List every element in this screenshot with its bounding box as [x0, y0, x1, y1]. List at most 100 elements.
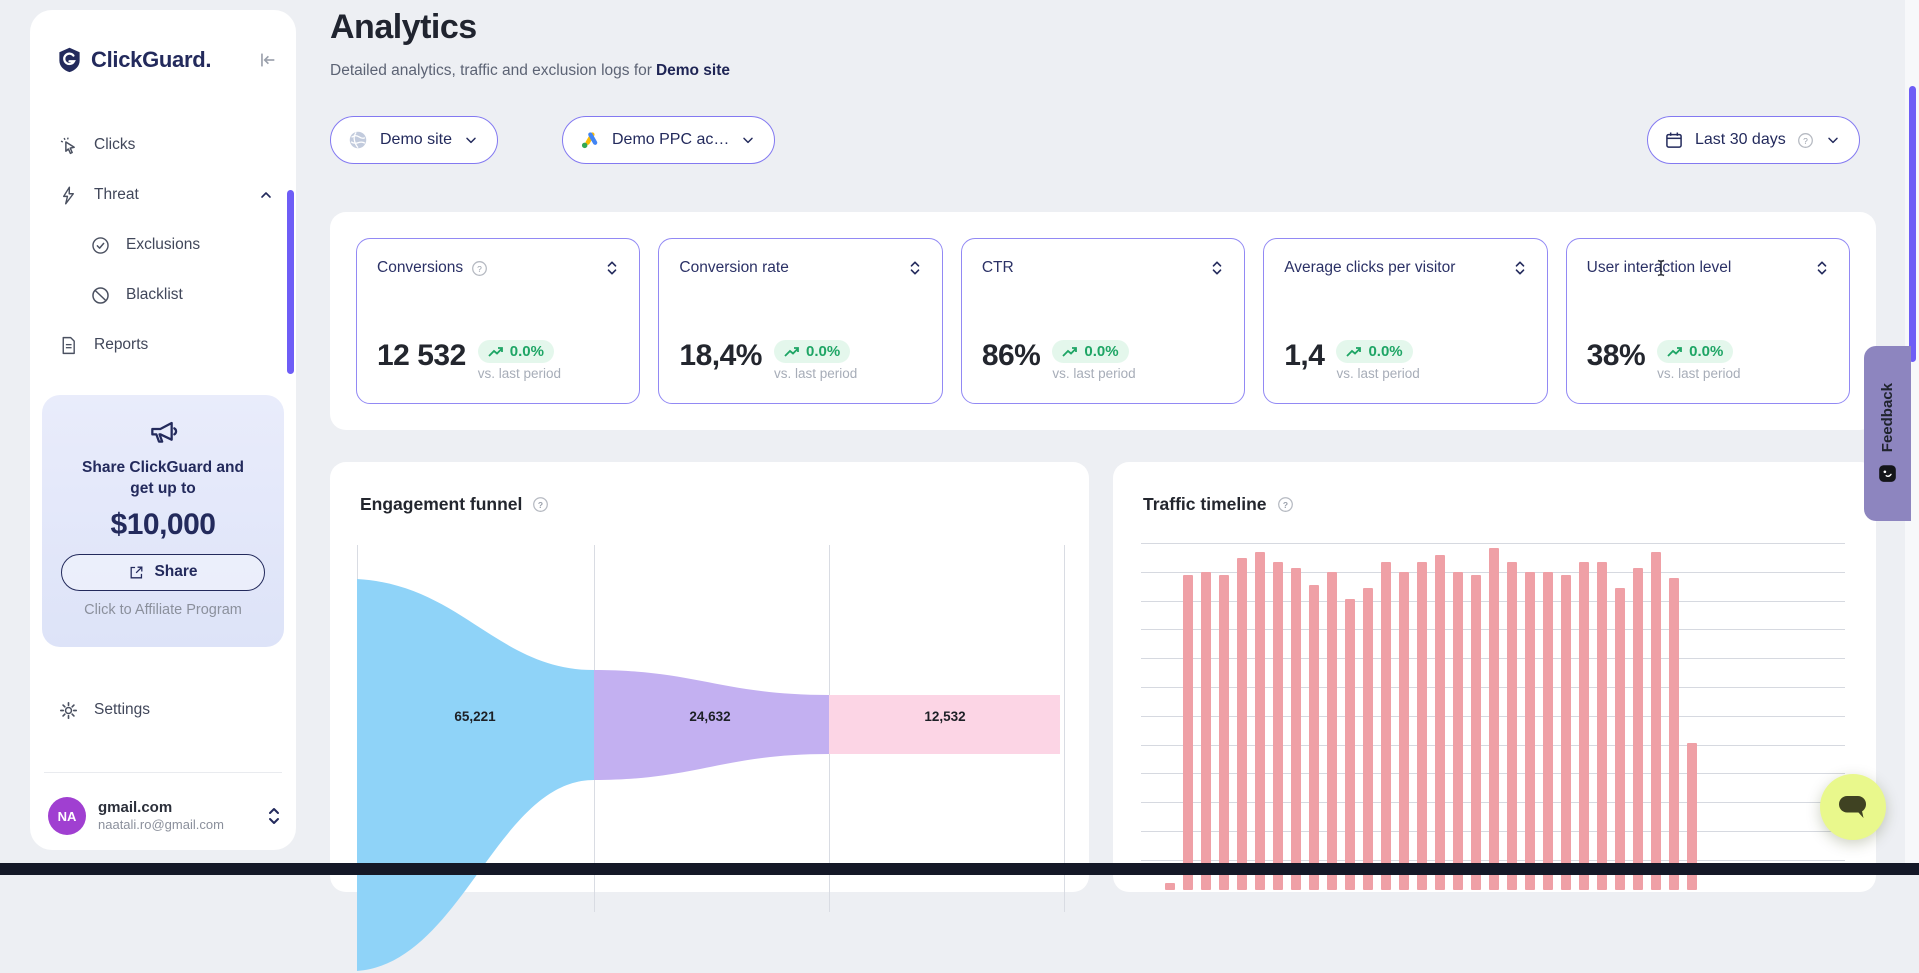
- feedback-tab[interactable]: Feedback: [1864, 346, 1911, 521]
- timeline-bar: [1453, 572, 1463, 890]
- timeline-bar: [1417, 562, 1427, 890]
- megaphone-icon: [147, 415, 179, 447]
- promo-text-line1: Share ClickGuard and: [42, 458, 284, 479]
- funnel-stage-visitors[interactable]: [357, 579, 594, 971]
- sort-icon[interactable]: [1815, 259, 1829, 277]
- timeline-bar: [1597, 562, 1607, 890]
- feedback-smiley-icon: [1877, 463, 1898, 484]
- funnel-value-3: 12,532: [890, 709, 1000, 724]
- timeline-bar: [1615, 588, 1625, 890]
- stat-label: Conversion rate: [679, 259, 788, 277]
- affiliate-promo-card[interactable]: Share ClickGuard and get up to $10,000 S…: [42, 395, 284, 647]
- timeline-bar: [1669, 578, 1679, 890]
- stat-card-ctr: CTR 86% 0.0% vs. last period: [961, 238, 1245, 404]
- account-switcher[interactable]: NA gmail.com naatali.ro@gmail.com: [48, 788, 282, 844]
- page-title: Analytics: [330, 8, 477, 47]
- stat-caption: vs. last period: [1052, 366, 1135, 381]
- external-link-icon: [128, 564, 145, 581]
- timeline-bar: [1219, 575, 1229, 890]
- timeline-bar: [1543, 572, 1553, 890]
- funnel-title: Engagement funnel: [360, 494, 522, 515]
- page-subtitle: Detailed analytics, traffic and exclusio…: [330, 62, 730, 80]
- funnel-stage-engaged[interactable]: [594, 670, 829, 780]
- sidebar-item-label: Clicks: [94, 136, 135, 154]
- chat-bubble-icon: [1836, 792, 1870, 822]
- stat-value: 38%: [1587, 340, 1646, 372]
- sort-icon[interactable]: [1210, 259, 1224, 277]
- promo-text-line2: get up to: [42, 479, 284, 500]
- delta-value: 0.0%: [1084, 343, 1118, 360]
- timeline-bar: [1561, 575, 1571, 890]
- funnel-gridline: [1064, 545, 1065, 912]
- sidebar-item-label: Blacklist: [126, 286, 183, 304]
- delta-value: 0.0%: [806, 343, 840, 360]
- gear-icon: [58, 700, 79, 721]
- timeline-bar: [1381, 562, 1391, 890]
- stat-card-user-interaction: User interaction level 38% 0.0% vs. last…: [1566, 238, 1850, 404]
- help-icon[interactable]: ?: [1277, 496, 1294, 513]
- trend-up-icon: [1062, 346, 1078, 358]
- sidebar-item-exclusions[interactable]: Exclusions: [30, 220, 296, 270]
- affiliate-caption: Click to Affiliate Program: [42, 602, 284, 618]
- sidebar-item-reports[interactable]: Reports: [30, 320, 296, 370]
- subtitle-site-name: Demo site: [656, 62, 730, 79]
- sidebar-nav: Clicks Threat Exclusions Blacklist: [30, 120, 296, 370]
- sort-icon[interactable]: [908, 259, 922, 277]
- chevron-down-icon: [1825, 132, 1841, 148]
- help-icon[interactable]: ?: [532, 496, 549, 513]
- stat-value: 86%: [982, 340, 1041, 372]
- help-icon[interactable]: ?: [1797, 132, 1814, 149]
- site-selector[interactable]: Demo site: [330, 116, 498, 164]
- funnel-stage-converted[interactable]: [829, 695, 1060, 754]
- share-button-label: Share: [154, 563, 197, 581]
- timeline-bar: [1327, 572, 1337, 890]
- timeline-bar: [1579, 562, 1589, 890]
- sidebar-item-blacklist[interactable]: Blacklist: [30, 270, 296, 320]
- sort-icon[interactable]: [605, 259, 619, 277]
- sidebar: ClickGuard. Clicks Threat: [30, 10, 296, 850]
- ppc-account-selector[interactable]: Demo PPC ac…: [562, 116, 775, 164]
- settings-label: Settings: [94, 701, 150, 719]
- calendar-icon: [1664, 130, 1684, 150]
- chat-launcher-button[interactable]: [1820, 774, 1886, 840]
- funnel-value-2: 24,632: [655, 709, 765, 724]
- collapse-sidebar-icon[interactable]: [256, 49, 278, 71]
- feedback-label: Feedback: [1879, 383, 1896, 452]
- timeline-bar: [1237, 558, 1247, 890]
- site-selector-value: Demo site: [380, 131, 452, 149]
- trend-up-icon: [488, 346, 504, 358]
- delta-badge: 0.0%: [774, 340, 850, 363]
- sidebar-item-label: Exclusions: [126, 236, 200, 254]
- timeline-bar: [1309, 585, 1319, 890]
- delta-value: 0.0%: [510, 343, 544, 360]
- globe-icon: [347, 129, 369, 151]
- brand-name: ClickGuard.: [91, 47, 211, 73]
- sidebar-item-threat[interactable]: Threat: [30, 170, 296, 220]
- sidebar-divider: [44, 772, 282, 773]
- share-button[interactable]: Share: [61, 554, 265, 591]
- stats-panel: Conversions ? 12 532 0.0% vs.: [330, 212, 1876, 430]
- engagement-funnel-card: Engagement funnel ? 65,221 24,632 12,532: [330, 462, 1089, 892]
- funnel-value-1: 65,221: [420, 709, 530, 724]
- stat-caption: vs. last period: [774, 366, 857, 381]
- trend-up-icon: [1346, 346, 1362, 358]
- date-range-selector[interactable]: Last 30 days ?: [1647, 116, 1860, 164]
- sort-icon[interactable]: [1513, 259, 1527, 277]
- block-icon: [90, 285, 111, 306]
- text-cursor: [1655, 258, 1667, 278]
- stat-value: 18,4%: [679, 340, 762, 372]
- sidebar-item-settings[interactable]: Settings: [58, 688, 150, 732]
- avatar: NA: [48, 797, 86, 835]
- help-icon[interactable]: ?: [471, 260, 488, 277]
- scrollbar-thumb[interactable]: [1909, 86, 1916, 362]
- lightning-icon: [58, 185, 79, 206]
- sidebar-scroll-indicator[interactable]: [287, 190, 294, 374]
- stat-card-average-clicks: Average clicks per visitor 1,4 0.0% vs. …: [1263, 238, 1547, 404]
- stat-value: 1,4: [1284, 340, 1324, 372]
- bottom-taskbar-strip: [0, 863, 1919, 875]
- sidebar-item-clicks[interactable]: Clicks: [30, 120, 296, 170]
- timeline-bar: [1489, 548, 1499, 890]
- timeline-bar: [1291, 568, 1301, 890]
- svg-text:?: ?: [1803, 135, 1808, 145]
- stat-label: Conversions: [377, 259, 463, 277]
